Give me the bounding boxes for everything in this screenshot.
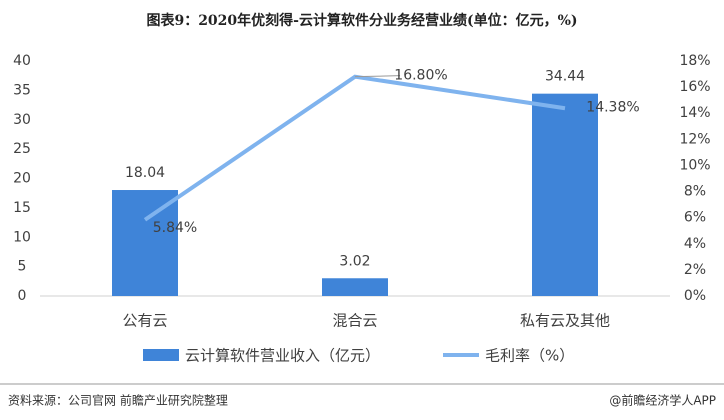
y2-tick-label: 6% <box>684 210 706 226</box>
line <box>143 74 566 222</box>
bar <box>322 278 388 296</box>
credit: @前瞻经济学人APP <box>609 393 716 408</box>
y-tick-label: 35 <box>13 82 31 98</box>
y2-tick-label: 4% <box>684 236 706 252</box>
line-value-label: 5.84% <box>153 220 197 236</box>
legend-swatch <box>143 349 179 361</box>
y-tick-label: 10 <box>13 229 31 245</box>
bar-value-label: 3.02 <box>339 253 370 269</box>
y-tick-label: 5 <box>18 259 27 275</box>
bar <box>532 93 598 296</box>
y2-tick-label: 16% <box>679 79 710 95</box>
y-tick-label: 15 <box>13 200 31 216</box>
y2-tick-label: 10% <box>679 157 710 173</box>
x-tick-label: 混合云 <box>332 312 377 330</box>
bar <box>112 190 178 296</box>
y2-tick-label: 8% <box>684 184 706 200</box>
y2-tick-label: 14% <box>679 105 710 121</box>
chart-title: 图表9：2020年优刻得-云计算软件分业务经营业绩(单位：亿元，%) <box>146 12 577 29</box>
legend-label: 云计算软件营业收入（亿元） <box>185 347 380 365</box>
y2-tick-label: 18% <box>679 53 710 69</box>
y-tick-label: 0 <box>18 288 27 304</box>
y-tick-label: 25 <box>13 141 31 157</box>
y2-tick-label: 12% <box>679 131 710 147</box>
y-tick-label: 20 <box>13 171 31 187</box>
x-tick-label: 私有云及其他 <box>520 312 610 330</box>
y2-tick-label: 2% <box>684 262 706 278</box>
y2-tick-label: 0% <box>684 288 706 304</box>
bar-value-label: 34.44 <box>545 69 585 85</box>
bar-value-label: 18.04 <box>125 165 165 181</box>
y-tick-label: 40 <box>13 53 31 69</box>
line-value-label: 14.38% <box>586 99 639 115</box>
line-value-label: 16.80% <box>394 68 447 84</box>
y-tick-label: 30 <box>13 112 31 128</box>
leader-line <box>354 75 401 78</box>
legend-label: 毛利率（%） <box>485 347 574 365</box>
x-tick-label: 公有云 <box>122 312 167 330</box>
source: 资料来源：公司官网 前瞻产业研究院整理 <box>8 393 228 408</box>
